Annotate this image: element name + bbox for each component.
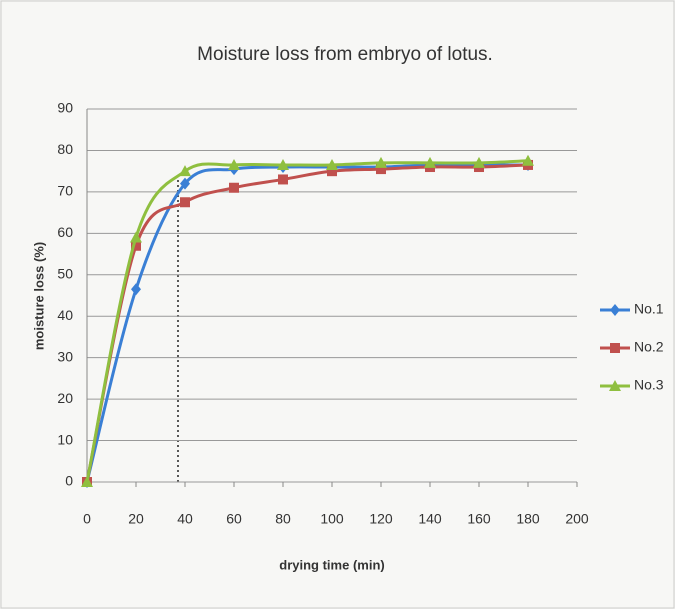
x-tick-label: 0 <box>83 511 91 527</box>
marker <box>375 156 387 168</box>
y-tick-label: 10 <box>57 431 73 447</box>
marker <box>131 240 141 251</box>
legend-marker <box>609 380 621 391</box>
y-axis-title: moisture loss (%) <box>31 242 46 350</box>
x-tick-label: 120 <box>369 511 393 527</box>
y-tick-label: 50 <box>57 265 73 281</box>
legend-label: No.3 <box>634 377 664 393</box>
legend-marker <box>610 304 620 316</box>
y-tick-label: 80 <box>57 141 73 157</box>
y-tick-label: 60 <box>57 224 73 240</box>
x-tick-label: 200 <box>565 511 589 527</box>
marker <box>522 154 534 166</box>
marker <box>277 158 289 170</box>
marker <box>228 158 240 170</box>
x-axis-title: drying time (min) <box>279 557 384 572</box>
y-tick-label: 70 <box>57 183 73 199</box>
x-tick-label: 60 <box>226 511 242 527</box>
marker <box>131 283 141 296</box>
marker <box>424 156 436 168</box>
y-tick-label: 30 <box>57 348 73 364</box>
x-tick-label: 40 <box>177 511 193 527</box>
x-tick-label: 20 <box>128 511 144 527</box>
marker <box>327 166 337 177</box>
marker <box>179 165 191 177</box>
chart-title: Moisture loss from embryo of lotus. <box>197 44 493 65</box>
marker <box>229 182 239 193</box>
marker <box>278 174 288 185</box>
marker <box>180 177 190 190</box>
marker <box>326 158 338 170</box>
x-tick-label: 80 <box>275 511 291 527</box>
marker <box>473 156 485 168</box>
y-tick-label: 90 <box>57 100 73 116</box>
legend-label: No.1 <box>634 301 664 317</box>
x-tick-label: 100 <box>320 511 344 527</box>
marker <box>130 231 142 243</box>
legend-label: No.2 <box>634 339 664 355</box>
legend-marker <box>610 343 620 353</box>
x-tick-label: 140 <box>418 511 442 527</box>
marker <box>81 476 93 487</box>
marker <box>180 197 190 208</box>
x-tick-label: 160 <box>467 511 491 527</box>
y-tick-label: 20 <box>57 390 73 406</box>
y-tick-label: 0 <box>65 473 73 489</box>
y-tick-label: 40 <box>57 307 73 323</box>
x-tick-label: 180 <box>516 511 540 527</box>
marker <box>376 164 386 175</box>
